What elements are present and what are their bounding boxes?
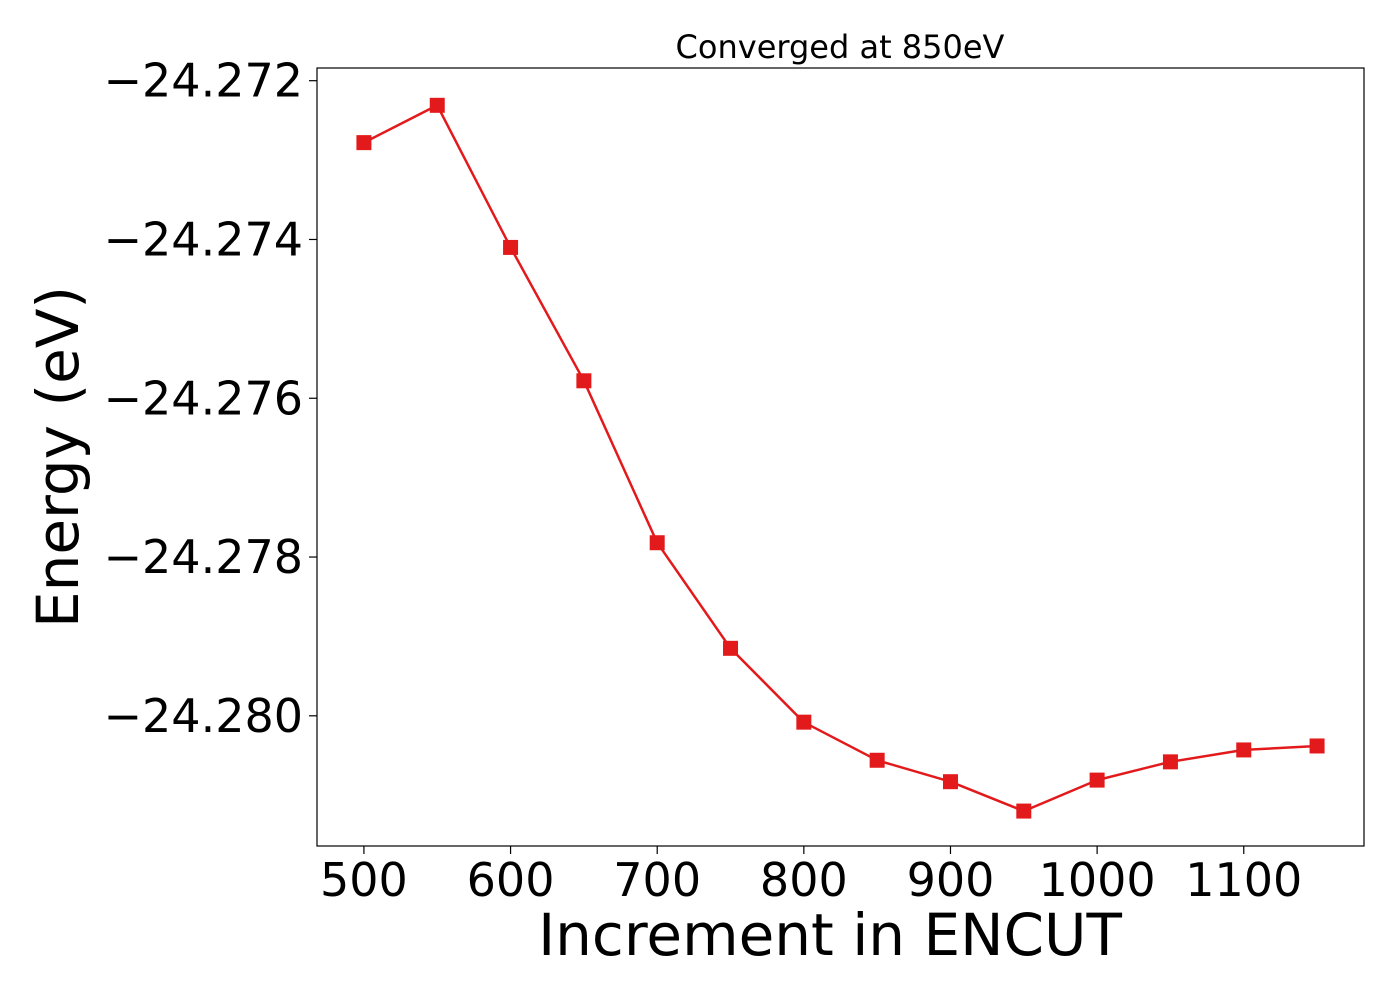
y-tick-label: −24.274 [104, 212, 304, 266]
data-point-marker [576, 373, 592, 389]
y-tick-label: −24.280 [104, 689, 304, 743]
y-tick-label: −24.278 [104, 530, 304, 584]
data-point-marker [649, 535, 665, 551]
data-point-marker [1236, 742, 1252, 758]
x-tick-label: 1000 [1039, 853, 1156, 907]
data-point-marker [356, 135, 372, 151]
data-point-marker [1089, 772, 1105, 788]
series-line [363, 104, 1318, 813]
data-point-marker [796, 714, 812, 730]
x-axis-label: Increment in ENCUT [538, 901, 1122, 969]
data-point-marker [429, 97, 445, 113]
data-point-marker [1016, 803, 1032, 819]
y-axis-ticks: −24.272 −24.274 −24.276 −24.278 −24.280 [104, 54, 317, 743]
data-point-marker [723, 640, 739, 656]
x-tick-label: 1100 [1185, 853, 1302, 907]
x-tick-label: 500 [320, 853, 408, 907]
x-tick-label: 800 [760, 853, 848, 907]
y-axis-label: Energy (eV) [24, 286, 92, 628]
data-point-marker [942, 774, 958, 790]
data-point-marker [503, 239, 519, 255]
x-tick-label: 900 [907, 853, 995, 907]
data-point-marker [869, 752, 885, 768]
y-tick-label: −24.272 [104, 54, 304, 108]
data-point-marker [1309, 738, 1325, 754]
x-axis-ticks: 500 600 700 800 900 1000 1100 [320, 846, 1302, 907]
y-tick-label: −24.276 [104, 371, 304, 425]
x-tick-label: 600 [467, 853, 555, 907]
plot-area [316, 67, 1365, 847]
series-layer [356, 97, 1325, 819]
x-tick-label: 700 [613, 853, 701, 907]
chart-title: Converged at 850eV [676, 28, 1005, 66]
data-point-marker [1162, 754, 1178, 770]
